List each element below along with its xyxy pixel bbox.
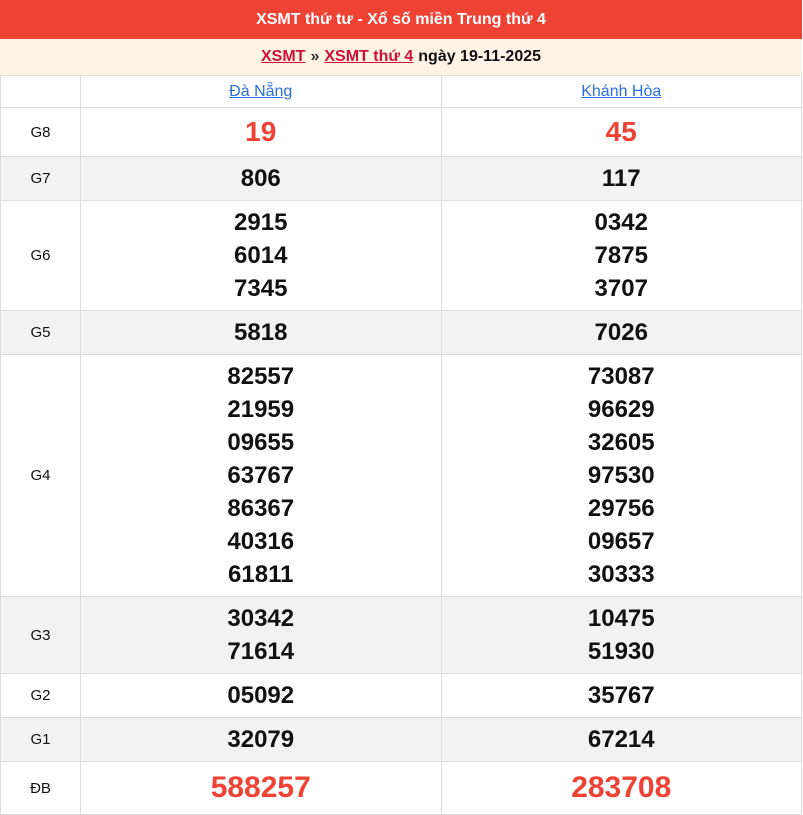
prize-number: 7345 xyxy=(234,275,288,302)
prize-row-g5: G5 5818 7026 xyxy=(0,310,802,355)
prize-cell: 35767 xyxy=(440,673,802,718)
prize-row-g3: G3 30342 71614 10475 51930 xyxy=(0,596,802,674)
province-header: Đà Nẵng xyxy=(80,75,442,108)
prize-cell: 82557 21959 09655 63767 86367 40316 61811 xyxy=(80,354,442,597)
prize-number: 32079 xyxy=(227,726,295,753)
draw-date: ngày 19-11-2025 xyxy=(418,48,542,65)
prize-number: 05092 xyxy=(227,682,295,709)
prize-number: 10475 xyxy=(587,605,655,632)
prize-number: 6014 xyxy=(234,242,288,269)
prize-number: 82557 xyxy=(227,363,295,390)
province-header: Khánh Hòa xyxy=(440,75,802,108)
prize-number: 86367 xyxy=(227,495,295,522)
prize-number: 0342 xyxy=(594,209,648,236)
breadcrumb-link-xsmt[interactable]: XSMT xyxy=(260,48,306,65)
prize-cell: 588257 xyxy=(80,761,442,815)
province-header-row: Đà Nẵng Khánh Hòa xyxy=(0,75,802,108)
prize-cell: 283708 xyxy=(440,761,802,815)
prize-number: 96629 xyxy=(587,396,655,423)
results-table: Đà Nẵng Khánh Hòa G8 19 45 G7 806 117 G6 2915 60… xyxy=(0,75,802,815)
province-link-da-nang[interactable]: Đà Nẵng xyxy=(229,82,293,100)
prize-label: G6 xyxy=(0,200,81,311)
prize-cell: 806 xyxy=(80,156,442,201)
prize-number: 35767 xyxy=(587,682,655,709)
prize-cell: 73087 96629 32605 97530 29756 09657 30333 xyxy=(440,354,802,597)
prize-number: 5818 xyxy=(234,319,288,346)
breadcrumb-link-xsmt-thu-4[interactable]: XSMT thứ 4 xyxy=(324,48,414,65)
prize-label: G5 xyxy=(0,310,81,355)
prize-row-g6: G6 2915 6014 7345 0342 7875 3707 xyxy=(0,200,802,311)
prize-label: G8 xyxy=(0,107,81,157)
prize-cell: 19 xyxy=(80,107,442,157)
prize-cell: 117 xyxy=(440,156,802,201)
prize-row-g7: G7 806 117 xyxy=(0,156,802,201)
prize-cell: 2915 6014 7345 xyxy=(80,200,442,311)
prize-number: 61811 xyxy=(228,561,294,588)
prize-number: 806 xyxy=(240,165,281,192)
prize-number: 32605 xyxy=(587,429,655,456)
prize-cell: 7026 xyxy=(440,310,802,355)
prize-cell: 05092 xyxy=(80,673,442,718)
prize-label: G2 xyxy=(0,673,81,718)
prize-number: 63767 xyxy=(227,462,295,489)
prize-number: 2915 xyxy=(234,209,288,236)
prize-number: 283708 xyxy=(571,771,672,804)
prize-row-g4: G4 82557 21959 09655 63767 86367 40316 61811 730… xyxy=(0,354,802,597)
prize-row-g2: G2 05092 35767 xyxy=(0,673,802,718)
prize-number: 71614 xyxy=(227,638,295,665)
prize-label: G7 xyxy=(0,156,81,201)
prize-label: G1 xyxy=(0,717,81,762)
prize-label: G4 xyxy=(0,354,81,597)
prize-number: 19 xyxy=(245,116,277,147)
prize-row-đb: ĐB 588257 283708 xyxy=(0,761,802,815)
prize-number: 09655 xyxy=(227,429,295,456)
prize-number: 51930 xyxy=(587,638,655,665)
prize-cell: 5818 xyxy=(80,310,442,355)
prize-cell: 10475 51930 xyxy=(440,596,802,674)
prize-number: 45 xyxy=(605,116,637,147)
prize-number: 3707 xyxy=(594,275,648,302)
prize-number: 29756 xyxy=(587,495,655,522)
prize-number: 117 xyxy=(601,165,641,192)
prize-number: 97530 xyxy=(587,462,655,489)
prize-number: 09657 xyxy=(587,528,655,555)
prize-number: 588257 xyxy=(210,771,311,804)
prize-cell: 67214 xyxy=(440,717,802,762)
prize-number: 67214 xyxy=(587,726,655,753)
prize-number: 21959 xyxy=(227,396,295,423)
prize-number: 7026 xyxy=(594,319,648,346)
breadcrumb: XSMT » XSMT thứ 4 ngày 19-11-2025 xyxy=(0,39,802,75)
prize-cell: 0342 7875 3707 xyxy=(440,200,802,311)
prize-cell: 32079 xyxy=(80,717,442,762)
page-title: XSMT thứ tư - Xổ số miền Trung thứ 4 xyxy=(0,0,802,39)
prize-cell: 45 xyxy=(440,107,802,157)
prize-row-g1: G1 32079 67214 xyxy=(0,717,802,762)
prize-row-g8: G8 19 45 xyxy=(0,107,802,157)
prize-number: 7875 xyxy=(594,242,648,269)
prize-number: 40316 xyxy=(227,528,295,555)
prize-number: 73087 xyxy=(587,363,655,390)
breadcrumb-separator: » xyxy=(310,48,320,65)
prize-label: G3 xyxy=(0,596,81,674)
prize-number: 30342 xyxy=(227,605,295,632)
corner-cell xyxy=(0,75,81,108)
province-link-khanh-hoa[interactable]: Khánh Hòa xyxy=(581,82,662,100)
prize-cell: 30342 71614 xyxy=(80,596,442,674)
prize-label: ĐB xyxy=(0,761,81,815)
prize-number: 30333 xyxy=(587,561,655,588)
